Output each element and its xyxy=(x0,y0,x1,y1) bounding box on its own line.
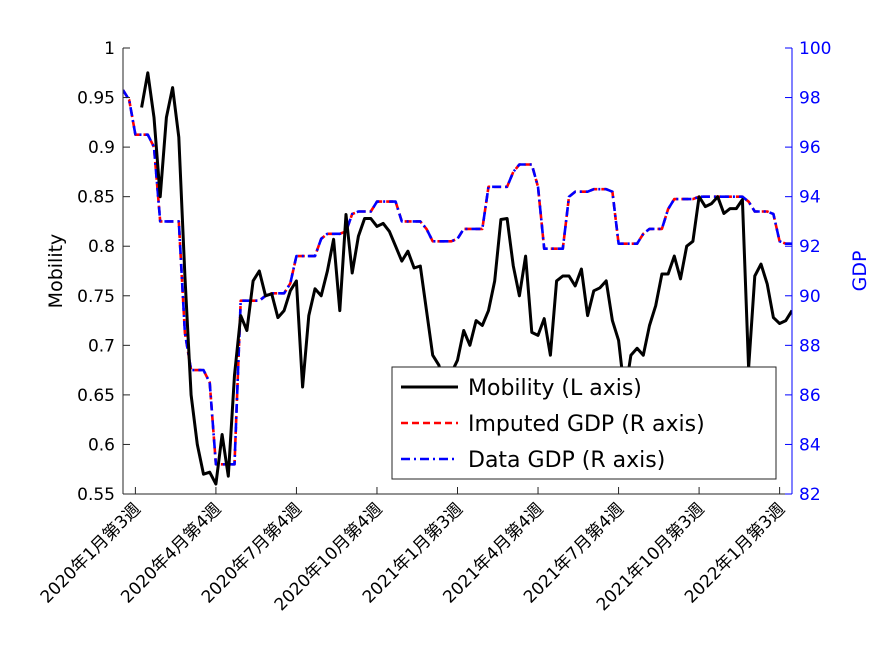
left-tick-label: 1 xyxy=(104,39,115,59)
right-tick-label: 86 xyxy=(799,386,821,406)
left-tick-label: 0.75 xyxy=(77,287,115,307)
left-axis-label: Mobility xyxy=(45,234,67,309)
left-tick-label: 0.9 xyxy=(88,138,115,158)
right-tick-label: 98 xyxy=(799,89,821,109)
left-tick-label: 0.85 xyxy=(77,188,115,208)
right-tick-label: 96 xyxy=(799,138,821,158)
right-tick-label: 84 xyxy=(799,435,821,455)
left-tick-label: 0.6 xyxy=(88,435,115,455)
legend-entry-1: Imputed GDP (R axis) xyxy=(468,412,705,437)
series-line-0 xyxy=(140,71,792,486)
legend-entry-2: Data GDP (R axis) xyxy=(468,448,665,473)
left-tick-label: 0.95 xyxy=(77,89,115,109)
left-tick-label: 0.7 xyxy=(88,336,115,356)
left-tick-label: 0.55 xyxy=(77,485,115,505)
legend-entry-0: Mobility (L axis) xyxy=(468,376,642,401)
right-tick-label: 100 xyxy=(799,39,831,59)
left-tick-label: 0.65 xyxy=(77,386,115,406)
right-tick-label: 82 xyxy=(799,485,821,505)
right-tick-label: 90 xyxy=(799,287,821,307)
right-tick-label: 92 xyxy=(799,237,821,257)
right-tick-label: 88 xyxy=(799,336,821,356)
right-tick-label: 94 xyxy=(799,188,821,208)
plot-area xyxy=(123,71,792,486)
right-axis-label: GDP xyxy=(849,251,871,292)
left-tick-label: 0.8 xyxy=(88,237,115,257)
legend: Mobility (L axis) Imputed GDP (R axis) Dat… xyxy=(391,366,777,480)
series-line-2 xyxy=(123,89,792,466)
